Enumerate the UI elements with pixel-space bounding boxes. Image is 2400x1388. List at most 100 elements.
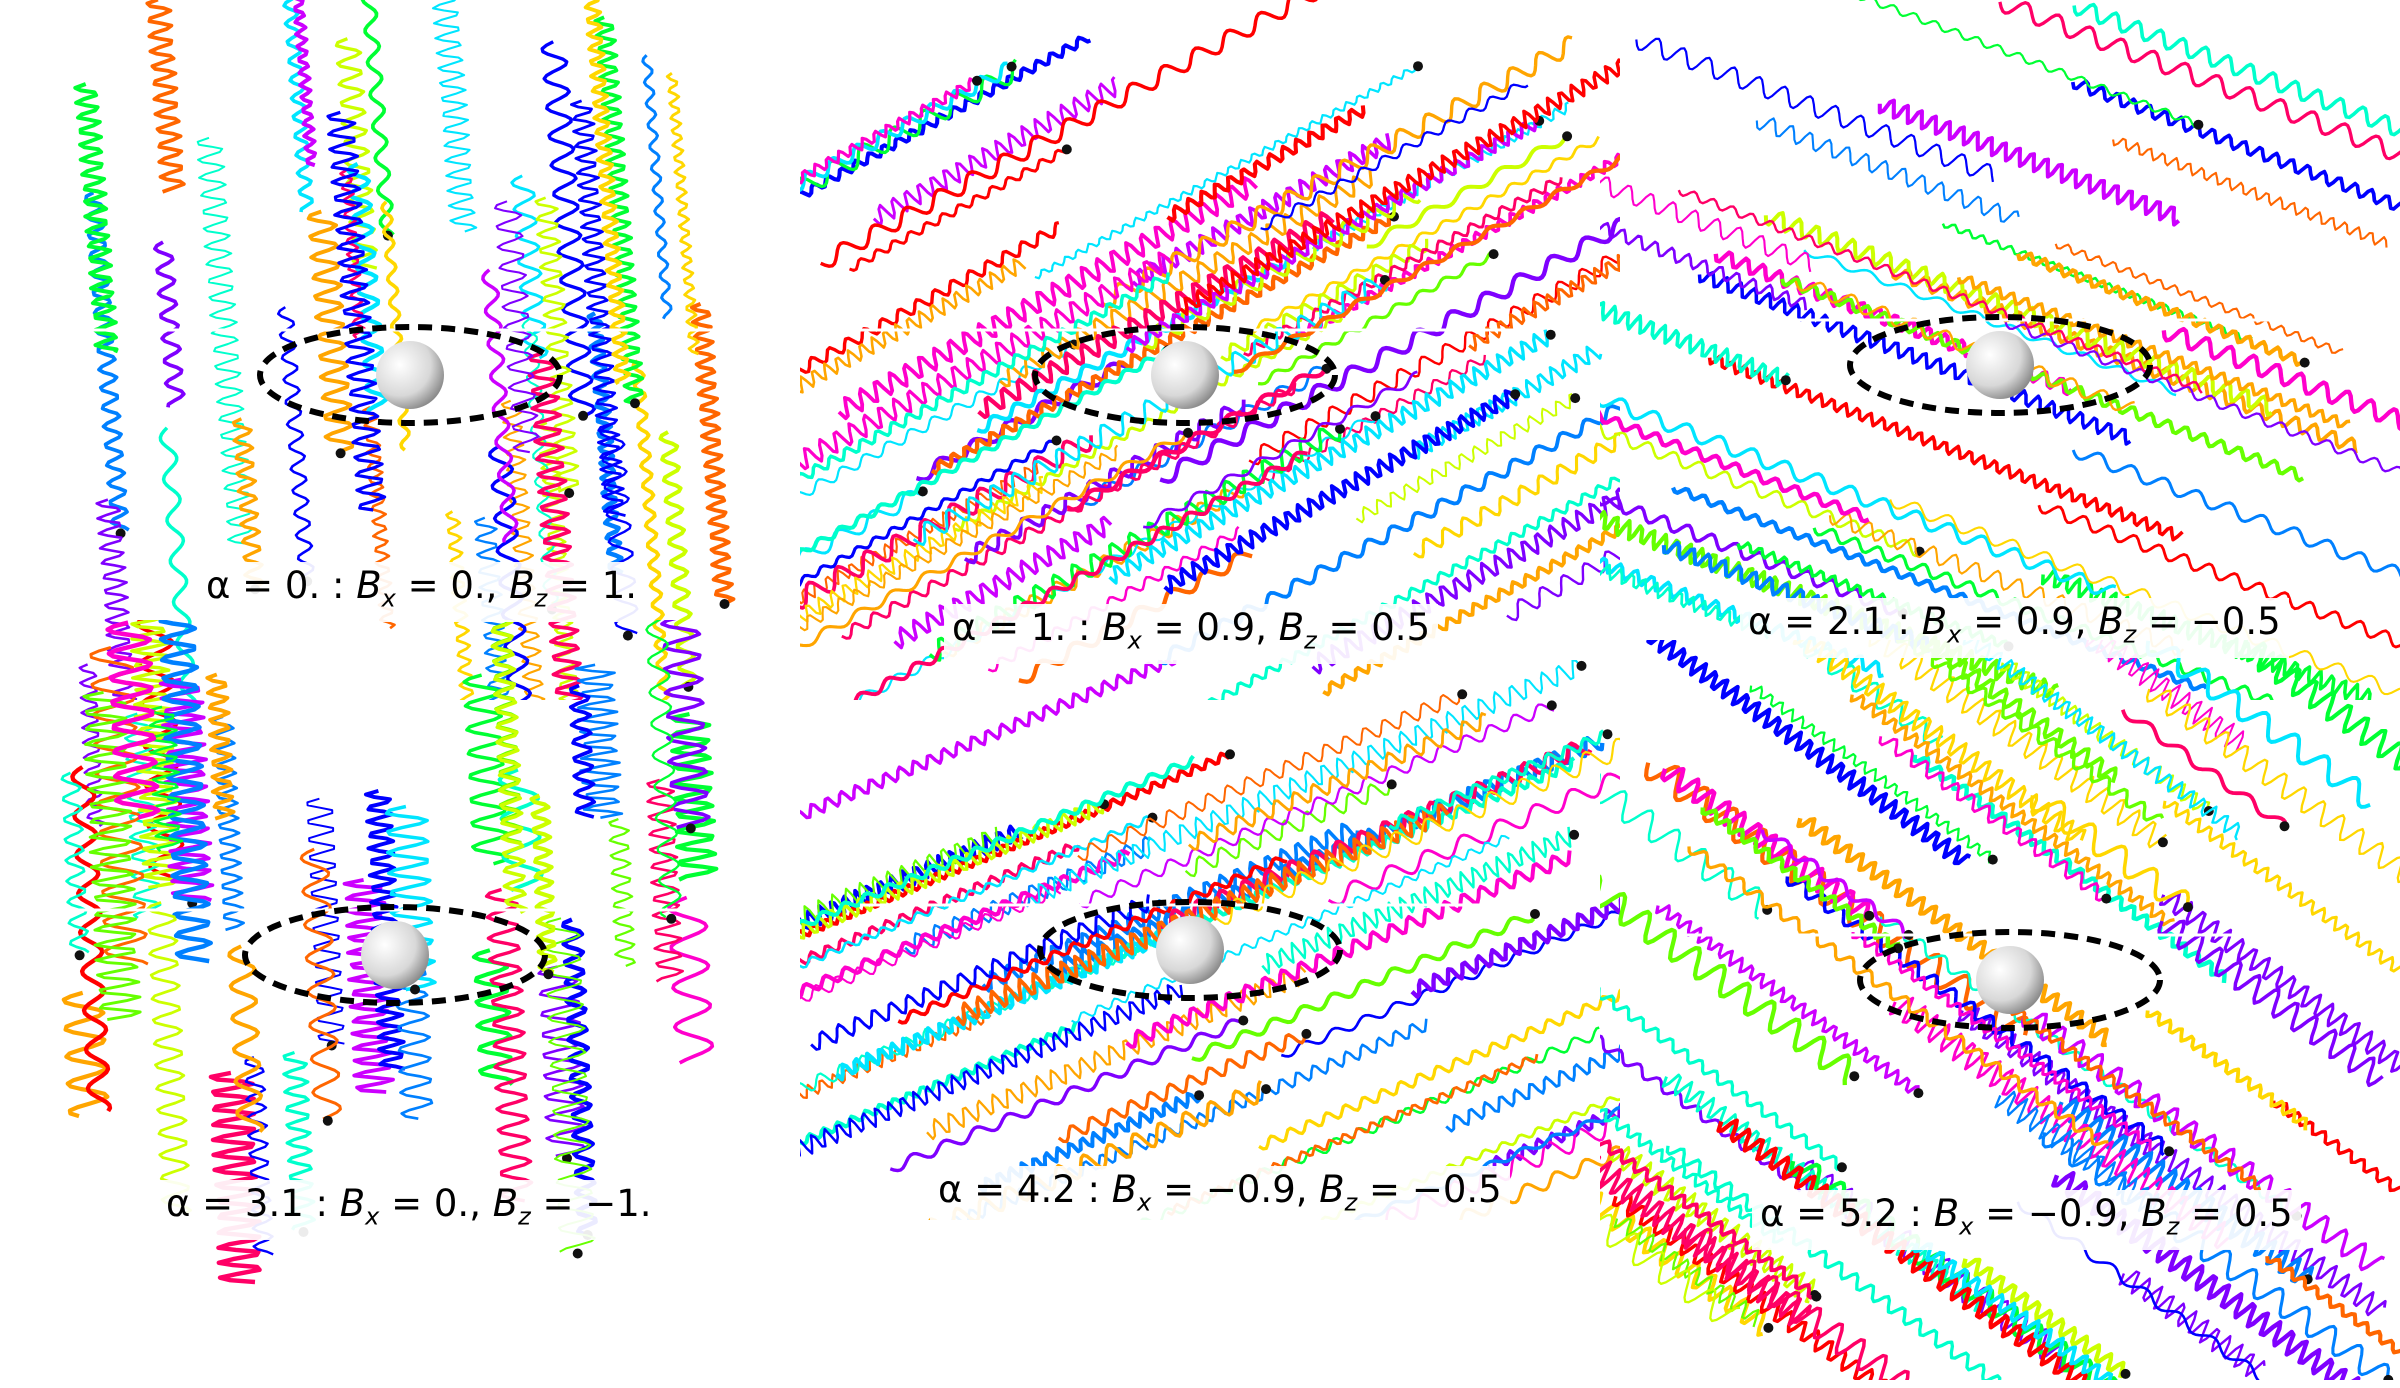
trajectory-path — [583, 0, 632, 386]
trajectory-path — [2085, 640, 2245, 752]
trajectory-path — [800, 984, 1184, 1158]
trajectory-endpoint — [322, 1115, 333, 1126]
trajectory-path — [2272, 1100, 2400, 1193]
trajectory-path — [1961, 1257, 2126, 1379]
trajectory-path — [2072, 2, 2400, 137]
caption-alpha-2-1: α = 2.1 : Bx = 0.9, Bz = −0.5 — [1740, 598, 2289, 659]
trajectory-path — [2037, 504, 2400, 649]
trajectory-endpoint — [410, 984, 420, 995]
trajectory-path — [1655, 904, 1920, 1094]
trajectory-path — [837, 176, 1259, 421]
trajectory-path — [1994, 1090, 2160, 1217]
caption-alpha-0: α = 0. : Bx = 0., Bz = 1. — [198, 562, 646, 623]
trajectory-path — [1600, 1139, 1818, 1300]
trajectory-path — [586, 311, 624, 575]
panel-alpha-1 — [800, 0, 1620, 700]
trajectory-path — [1600, 1107, 1785, 1244]
trajectory-endpoint — [917, 486, 928, 497]
trajectory-path — [608, 818, 636, 967]
trajectory-path — [568, 683, 597, 819]
trajectory-path — [299, 847, 342, 1121]
trajectory-path — [1646, 640, 1972, 866]
trajectory-endpoint — [1194, 1090, 1205, 1101]
trajectory-path — [1258, 988, 1620, 1151]
trajectory-endpoint — [1061, 144, 1072, 155]
trajectory-path — [1998, 1, 2400, 161]
trajectory-path — [1355, 392, 1573, 524]
trajectory-path — [800, 432, 1188, 648]
trajectory-endpoint — [1849, 1071, 1860, 1082]
trajectory-path — [2145, 1010, 2309, 1131]
panel-alpha-0 — [73, 0, 740, 700]
trajectory-endpoint — [543, 969, 554, 980]
trajectory-path — [2070, 79, 2400, 211]
trajectory-path — [963, 399, 1246, 565]
trajectory-path — [1187, 712, 1487, 851]
trajectory-path — [2162, 800, 2400, 973]
trajectory-path — [1077, 694, 1461, 861]
trajectory-path — [146, 901, 192, 1215]
trajectory-path — [1108, 329, 1549, 585]
trajectory-endpoint — [666, 913, 677, 924]
trajectory-path — [1468, 253, 1620, 352]
trajectories — [73, 0, 736, 700]
trajectory-path — [2161, 326, 2400, 431]
trajectory-path — [800, 220, 1060, 374]
trajectory-path — [1600, 221, 1808, 311]
trajectory-path — [1749, 685, 1992, 864]
trajectory-path — [1878, 736, 2106, 902]
panel-alpha-2-1 — [1600, 0, 2400, 700]
trajectory-endpoint — [578, 410, 589, 421]
panel-alpha-4-2 — [800, 660, 1620, 1220]
trajectory-path — [431, 0, 478, 233]
trajectory-path — [1794, 280, 2135, 412]
trajectory-endpoint — [1457, 689, 1468, 700]
caption-alpha-4-2: α = 4.2 : Bx = −0.9, Bz = −0.5 — [930, 1166, 1510, 1227]
trajectory-endpoint — [2279, 821, 2290, 832]
trajectory-path — [800, 272, 1170, 480]
trajectory-path — [800, 754, 1195, 927]
central-sphere — [1151, 341, 1219, 409]
trajectory-path — [1796, 817, 2109, 1048]
trajectory-path — [82, 690, 142, 1022]
trajectory-path — [1600, 423, 1917, 558]
trajectory-path — [2004, 321, 2400, 473]
trajectory-endpoint — [622, 630, 633, 641]
trajectory-endpoint — [572, 1248, 583, 1259]
trajectory-path — [2016, 251, 2307, 367]
trajectory-path — [2112, 137, 2388, 248]
trajectory-path — [158, 426, 197, 700]
trajectory-path — [893, 515, 1113, 650]
trajectory-endpoint — [2120, 1368, 2131, 1379]
trajectory-path — [1890, 267, 2358, 454]
trajectory-path — [1956, 275, 2351, 429]
trajectory-endpoint — [74, 950, 85, 961]
trajectory-endpoint — [1545, 329, 1556, 340]
trajectory-path — [912, 278, 1389, 546]
trajectory-path — [658, 430, 698, 689]
trajectory-path — [484, 887, 534, 1203]
trajectory-path — [1486, 1102, 1620, 1173]
trajectory-endpoint — [1811, 1291, 1822, 1302]
orbit-ellipse — [1032, 324, 1338, 426]
trajectory-path — [1215, 737, 1620, 925]
trajectory-endpoint — [2383, 1374, 2394, 1380]
trajectory-endpoint — [2182, 902, 2193, 913]
trajectory-endpoint — [685, 823, 696, 834]
trajectory-endpoint — [1510, 389, 1521, 400]
central-sphere — [1156, 916, 1224, 984]
trajectory-path — [1600, 563, 1769, 640]
trajectory-endpoint — [1488, 249, 1499, 260]
trajectory-path — [339, 169, 366, 339]
trajectory-path — [1057, 1033, 1307, 1144]
trajectory-path — [1780, 277, 2305, 483]
trajectory-path — [1082, 365, 1326, 506]
orbit-ellipse — [242, 904, 548, 1006]
trajectory-path — [1600, 772, 1762, 920]
trajectory-endpoint — [1386, 779, 1397, 790]
trajectory-path — [1280, 910, 1620, 1058]
trajectory-endpoint — [1864, 910, 1875, 921]
trajectory-path — [1851, 932, 2152, 1152]
trajectory-path — [360, 0, 395, 237]
trajectory-path — [474, 516, 510, 700]
